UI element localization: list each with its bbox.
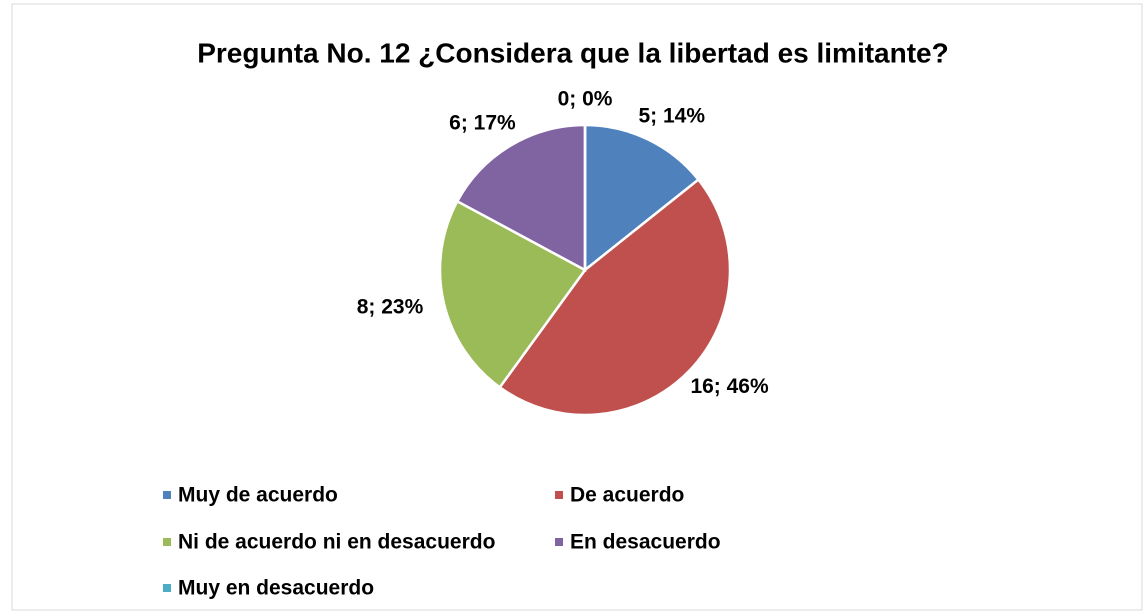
- legend-swatch: [163, 491, 171, 499]
- legend-swatch: [555, 491, 563, 499]
- data-label: 8; 23%: [357, 295, 424, 318]
- legend-label: Muy en desacuerdo: [178, 577, 374, 600]
- legend-swatch: [163, 584, 171, 592]
- data-label: 0; 0%: [558, 88, 613, 111]
- chart-title: Pregunta No. 12 ¿Considera que la libert…: [197, 37, 949, 68]
- legend-label: De acuerdo: [570, 484, 684, 507]
- pie-slice: [583, 123, 701, 273]
- data-label: 5; 14%: [639, 104, 706, 127]
- pie-slice: [498, 177, 732, 417]
- data-label: 6; 17%: [449, 112, 516, 135]
- legend-label: Muy de acuerdo: [178, 484, 338, 507]
- legend-label: En desacuerdo: [570, 531, 721, 554]
- data-label: 16; 46%: [690, 375, 769, 398]
- pie-slice: [438, 199, 587, 390]
- legend-swatch: [163, 538, 171, 546]
- pie-slice: [455, 123, 587, 273]
- legend-swatch: [555, 538, 563, 546]
- legend-label: Ni de acuerdo ni en desacuerdo: [178, 531, 495, 554]
